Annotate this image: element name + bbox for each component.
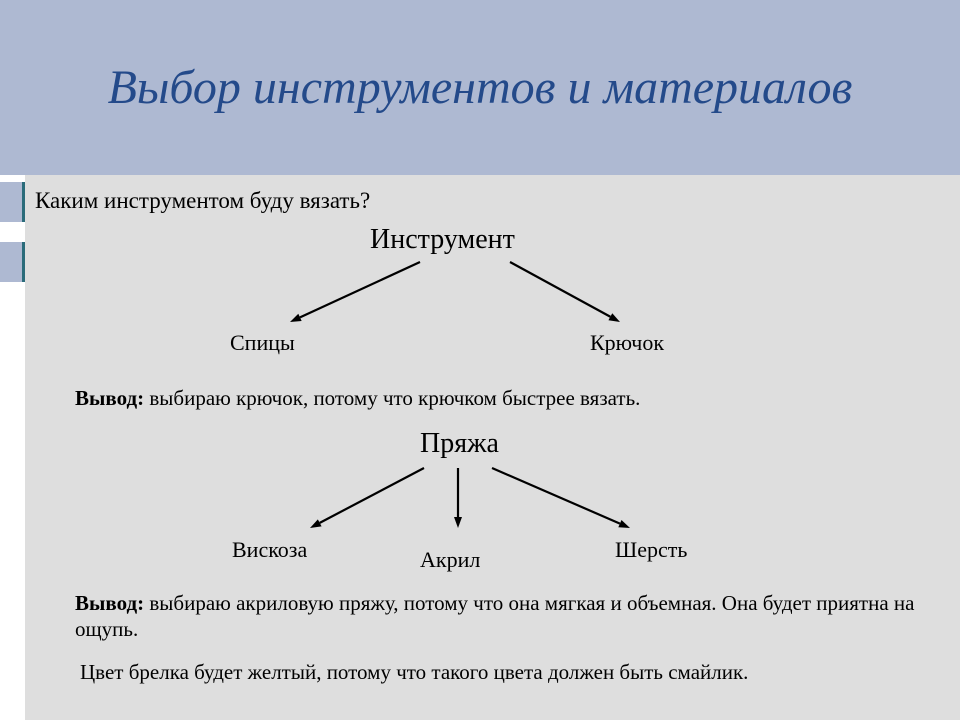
arrows-layer	[0, 0, 960, 720]
